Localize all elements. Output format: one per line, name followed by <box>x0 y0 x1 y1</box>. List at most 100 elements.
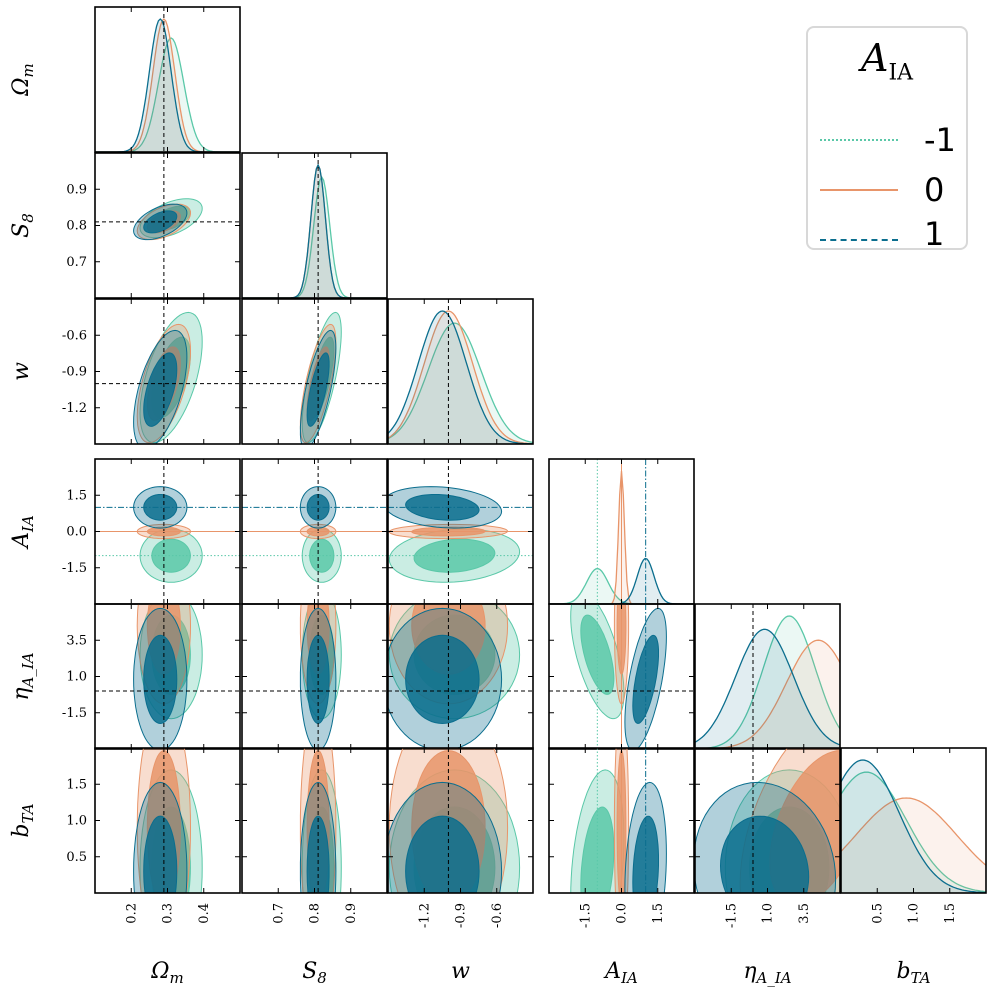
y-tick-label: 0.5 <box>66 850 87 865</box>
marginal-fill <box>841 772 986 893</box>
marginal-fill <box>95 38 240 152</box>
x-tick-label: -0.9 <box>454 903 469 928</box>
contour-68 <box>143 494 178 521</box>
panel-S8-AIA <box>241 458 388 605</box>
y-tick-label: 0.8 <box>66 219 87 234</box>
marginal-fill <box>549 558 694 604</box>
x-axis-label: Ωm <box>150 959 183 987</box>
panel-w-eta <box>387 603 534 750</box>
marginal-curve <box>695 628 840 746</box>
panel-w-bTA <box>387 747 534 894</box>
x-tick-label: 0.3 <box>161 903 176 924</box>
y-tick-label: 0.9 <box>66 182 87 197</box>
legend-label: 0 <box>924 171 945 209</box>
x-tick-label: 1.0 <box>907 903 922 924</box>
x-tick-label: -1.5 <box>578 903 593 928</box>
x-axis-label: AIA <box>603 959 638 987</box>
panel-S8-eta <box>241 603 388 750</box>
legend-label: 1 <box>924 215 945 253</box>
corner-panels <box>94 6 987 894</box>
contour-68 <box>306 634 330 725</box>
x-axis-label: S8 <box>302 959 327 987</box>
marginal-fill <box>841 760 986 893</box>
x-tick-label: 0.5 <box>870 903 885 924</box>
panel-Om-bTA <box>94 747 241 894</box>
panel-Om-w <box>94 298 241 445</box>
marginal-curve <box>388 310 533 444</box>
marginal-fill <box>695 629 840 749</box>
y-axis-label: S8 <box>9 213 37 238</box>
contour-68 <box>580 614 615 695</box>
y-tick-label: 0.7 <box>66 255 87 270</box>
panel-w-AIA <box>387 458 534 605</box>
y-tick-label: -1.5 <box>62 561 87 576</box>
marginal-fill <box>388 311 533 444</box>
panel-AIA-AIA <box>548 458 695 605</box>
legend-entry: -1 <box>820 120 966 160</box>
contour-68 <box>632 634 659 724</box>
panel-AIA-eta <box>548 603 695 750</box>
legend-swatch-1 <box>820 239 898 241</box>
y-axis-label-sub: A_IA <box>19 652 37 689</box>
marginal-fill <box>841 798 986 893</box>
marginal-curve <box>95 18 240 152</box>
contour-68 <box>719 815 810 893</box>
legend-swatch-minus1 <box>820 139 898 141</box>
y-axis-label: ηA_IA <box>9 652 37 700</box>
marginal-curve <box>841 797 986 866</box>
x-axis-label: bTA <box>896 959 930 987</box>
x-tick-label: 1.5 <box>943 903 958 924</box>
x-axis-label-sub: 8 <box>317 969 327 987</box>
y-axis-labels: Ωm 0.7 0.8 0.9 S8 -1.2 -0.9 -0.6 w -1.5 0.0 1.5 AIA -… <box>9 63 87 864</box>
y-tick-label: 1.0 <box>66 670 87 685</box>
panel-Om-Om <box>94 6 241 153</box>
marginal-fill <box>242 165 387 298</box>
contour-68 <box>143 815 178 893</box>
x-tick-label: -1.5 <box>724 903 739 928</box>
x-axis-labels: 0.2 0.3 0.4 Ωm 0.7 0.8 0.9 S8 -1.2 -0.9 -0.6 w -1.5 0… <box>124 903 958 987</box>
y-tick-label: -0.6 <box>62 328 87 343</box>
y-axis-label: w <box>9 362 34 381</box>
panel-eta-eta <box>694 603 841 750</box>
y-axis-label-sub: 8 <box>19 213 37 223</box>
contour-68 <box>143 352 178 427</box>
marginal-curve <box>242 163 387 298</box>
x-tick-label: 0.2 <box>124 903 139 924</box>
contour-68 <box>143 634 178 725</box>
y-axis-label: AIA <box>9 515 37 550</box>
y-tick-label: 1.5 <box>66 777 87 792</box>
marginal-curve <box>695 615 840 749</box>
marginal-curve <box>388 310 533 444</box>
legend-entry: 1 <box>820 215 966 253</box>
panel-Om-S8 <box>94 152 241 299</box>
panel-Om-eta <box>94 603 241 750</box>
x-tick-label: 0.0 <box>615 903 630 924</box>
x-tick-label: -1.2 <box>417 903 432 928</box>
y-tick-label: -1.5 <box>62 706 87 721</box>
contour-68 <box>151 538 191 573</box>
marginal-fill <box>695 616 840 749</box>
x-tick-label: -0.6 <box>490 903 505 928</box>
contour-68 <box>405 815 480 893</box>
legend-label: -1 <box>924 121 956 159</box>
contour-68 <box>306 494 330 521</box>
marginal-fill <box>549 568 694 604</box>
x-tick-label: 0.9 <box>344 903 359 924</box>
x-tick-label: 1.5 <box>651 903 666 924</box>
legend-entry: 0 <box>820 170 966 210</box>
marginal-fill <box>242 165 387 298</box>
contour-68 <box>405 634 480 725</box>
y-axis-label: bTA <box>9 803 37 837</box>
x-tick-label: 1.0 <box>761 903 776 924</box>
x-axis-label-sub: IA <box>620 969 638 987</box>
y-tick-label: 0.0 <box>66 525 87 540</box>
panel-bTA-bTA <box>840 747 987 894</box>
panel-AIA-bTA <box>548 747 695 894</box>
legend-title: AIA <box>860 36 914 86</box>
panel-S8-S8 <box>241 152 388 299</box>
panel-Om-AIA <box>94 458 241 605</box>
panel-eta-bTA <box>694 747 841 894</box>
y-tick-label: 1.0 <box>66 814 87 829</box>
legend: AIA -1 0 1 <box>806 26 968 253</box>
